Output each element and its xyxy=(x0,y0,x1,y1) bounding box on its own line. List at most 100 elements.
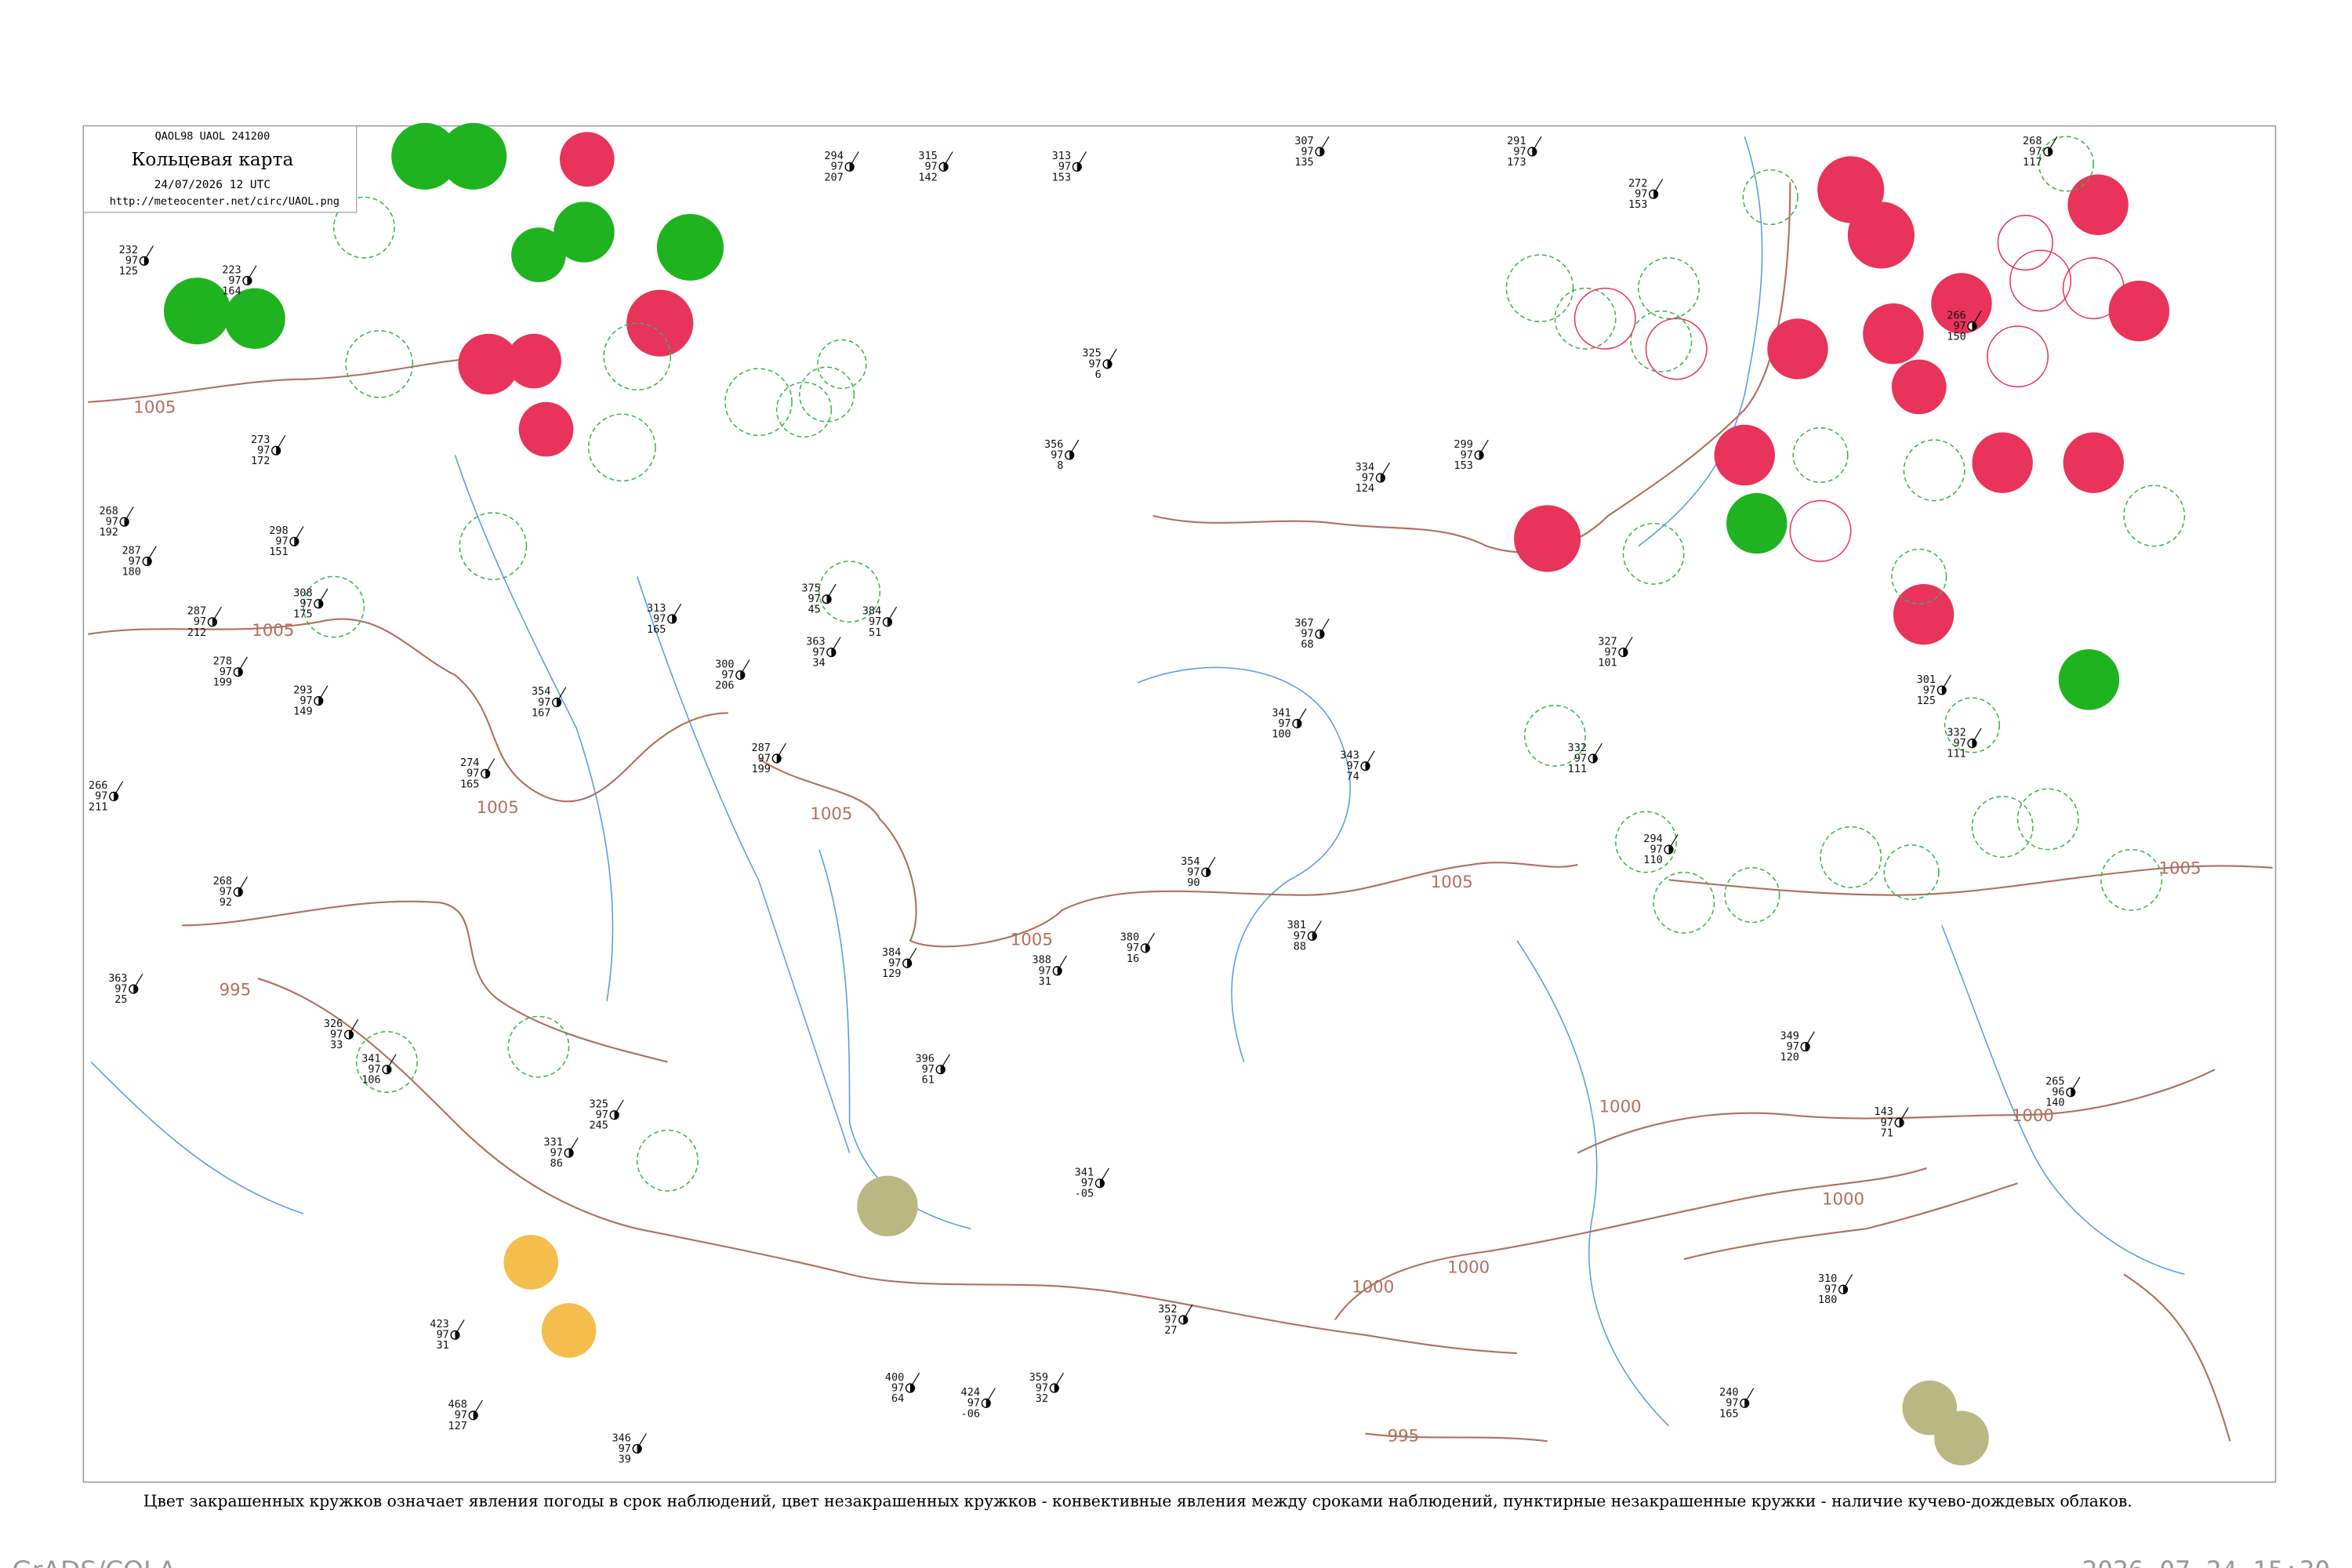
station-value: 34 xyxy=(812,656,825,669)
station-temp: 97 xyxy=(106,516,118,528)
isobar-label: 995 xyxy=(220,980,252,1000)
station-temp: 97 xyxy=(721,669,734,681)
wind-barb xyxy=(906,948,917,964)
wind-barb xyxy=(1319,136,1330,152)
station-pressure: 424 xyxy=(961,1386,980,1399)
cb-ring xyxy=(1820,826,1882,888)
cb-ring xyxy=(303,575,365,638)
header-url: http://meteocenter.net/circ/UAOL.png xyxy=(110,195,339,208)
caption: Цвет закрашенных кружков означает явлени… xyxy=(143,1491,2132,1510)
cb-ring xyxy=(2123,485,2186,547)
convective-ring xyxy=(1645,318,1708,380)
station-pressure: 396 xyxy=(916,1053,935,1065)
station-value: 180 xyxy=(122,565,141,578)
phenomena-circles xyxy=(163,122,2186,1466)
weather-circle xyxy=(656,213,724,281)
station-temp: 97 xyxy=(1461,448,1473,461)
station-temp: 97 xyxy=(1635,188,1647,201)
wind-barb xyxy=(940,1054,950,1070)
station-pressure: 356 xyxy=(1044,438,1063,451)
station-pressure: 274 xyxy=(460,757,479,769)
station-value: 92 xyxy=(220,896,232,909)
station-temp: 97 xyxy=(220,666,232,678)
convective-ring xyxy=(2009,249,2072,312)
wind-barb xyxy=(1054,1372,1064,1388)
station-value: 25 xyxy=(114,993,127,1006)
station-pressure: 240 xyxy=(1719,1386,1738,1399)
station-pressure: 423 xyxy=(430,1318,448,1330)
convective-ring xyxy=(1997,214,2053,271)
weather-circle xyxy=(560,132,615,187)
wind-barb xyxy=(556,687,567,703)
station-temp: 97 xyxy=(550,1146,563,1159)
station-value: 153 xyxy=(1052,171,1071,183)
cb-ring xyxy=(1891,548,1947,604)
station-pressure: 384 xyxy=(882,946,901,959)
weather-circle xyxy=(626,289,694,357)
station-pressure: 384 xyxy=(862,605,881,618)
wind-barb xyxy=(473,1399,483,1416)
station-value: 150 xyxy=(1947,330,1965,343)
cb-ring xyxy=(2016,788,2079,851)
station-temp: 97 xyxy=(1513,145,1526,158)
station-temp: 97 xyxy=(812,646,825,659)
cb-ring xyxy=(724,368,793,437)
station-pressure: 313 xyxy=(1052,150,1071,162)
station-value: 61 xyxy=(922,1074,935,1087)
weather-circle xyxy=(1863,303,1924,365)
header-date: 24/07/2026 12 UTC xyxy=(154,179,270,191)
station-temp: 97 xyxy=(129,555,141,568)
station-pressure: 346 xyxy=(612,1432,631,1444)
weather-circle xyxy=(391,122,459,190)
wind-barb xyxy=(985,1388,996,1404)
wind-barb xyxy=(909,1372,920,1388)
station-temp: 97 xyxy=(619,1443,631,1455)
cb-ring xyxy=(603,322,672,391)
station-pressure: 315 xyxy=(918,150,937,162)
station-temp: 97 xyxy=(330,1029,343,1041)
cb-ring xyxy=(1724,867,1780,924)
station-value: 151 xyxy=(269,546,288,558)
station-temp: 97 xyxy=(194,615,206,628)
wind-barb xyxy=(671,603,682,619)
wind-barb xyxy=(849,151,859,168)
station-pressure: 341 xyxy=(1075,1167,1094,1179)
cb-ring xyxy=(1883,844,1940,901)
station-pressure: 380 xyxy=(1120,931,1139,944)
station-value: 135 xyxy=(1294,156,1313,169)
station-pressure: 375 xyxy=(801,583,820,595)
station-value: 101 xyxy=(1598,656,1617,669)
weather-circle xyxy=(1847,201,1915,269)
station-value: 165 xyxy=(1719,1407,1738,1420)
wind-barb xyxy=(1531,136,1542,152)
station-value: 39 xyxy=(619,1453,631,1465)
wind-barb xyxy=(1145,932,1156,949)
convective-ring xyxy=(1789,499,1852,562)
cb-ring xyxy=(1792,426,1849,484)
weather-circle xyxy=(224,288,285,350)
station-value: 165 xyxy=(460,778,479,790)
cb-ring xyxy=(507,1015,570,1078)
station-value: 74 xyxy=(1346,771,1359,783)
